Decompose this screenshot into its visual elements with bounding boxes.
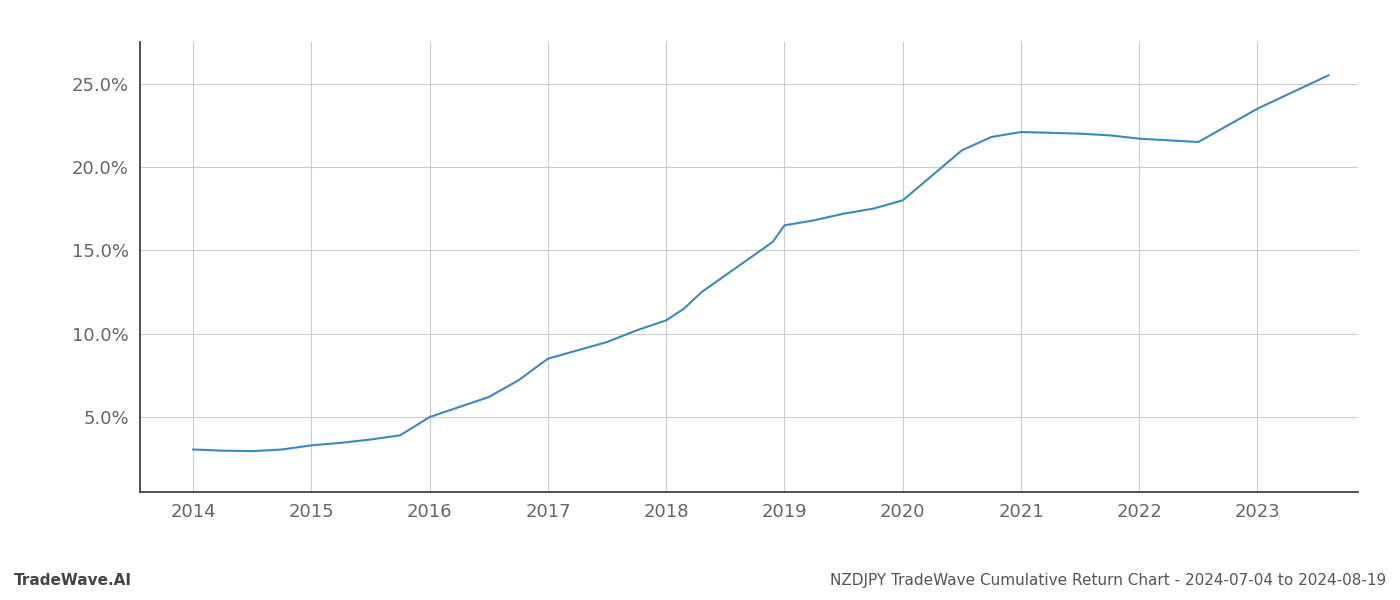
Text: TradeWave.AI: TradeWave.AI (14, 573, 132, 588)
Text: NZDJPY TradeWave Cumulative Return Chart - 2024-07-04 to 2024-08-19: NZDJPY TradeWave Cumulative Return Chart… (830, 573, 1386, 588)
